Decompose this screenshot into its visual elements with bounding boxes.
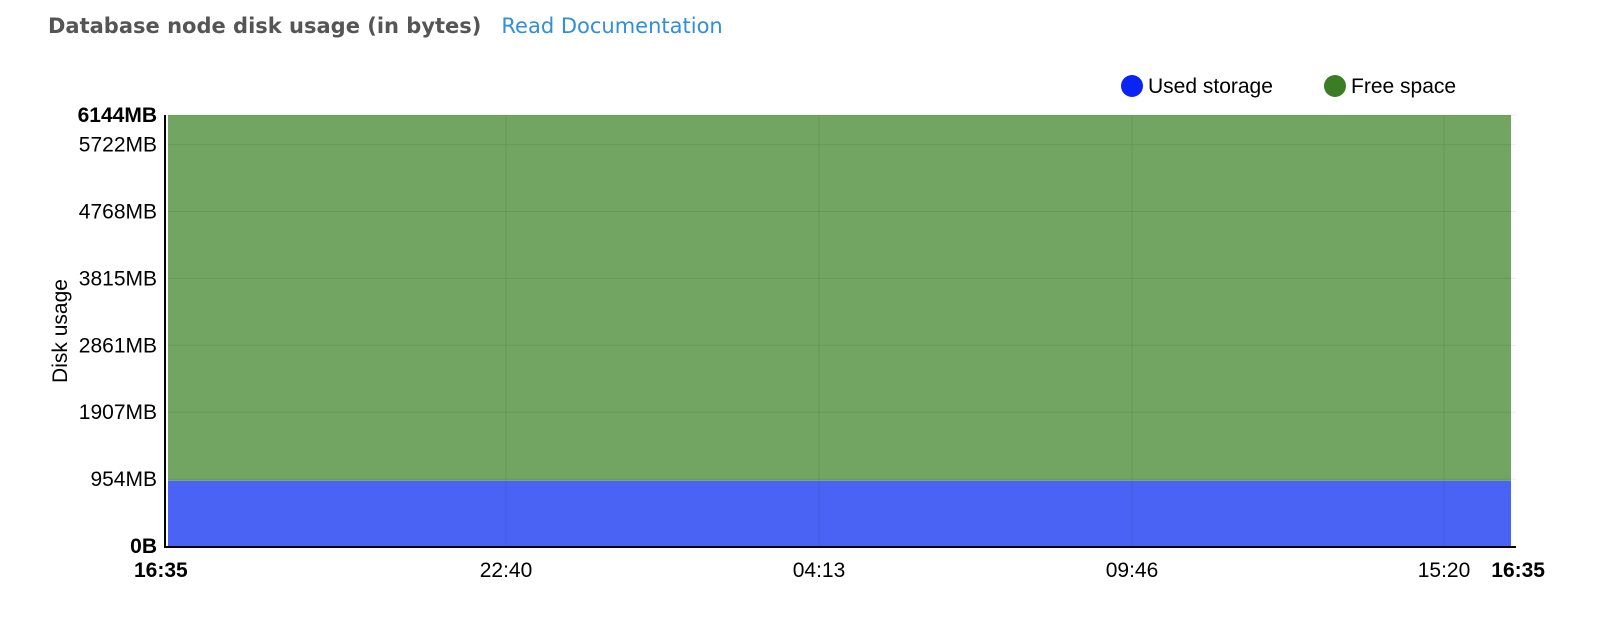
chart-header: Database node disk usage (in bytes) Read… — [48, 14, 723, 38]
legend-marker — [1121, 75, 1143, 97]
y-tick-label: 2861MB — [79, 334, 157, 357]
x-tick-label: 16:35 — [1491, 559, 1545, 582]
read-documentation-link[interactable]: Read Documentation — [501, 14, 723, 38]
x-tick-label: 04:13 — [793, 559, 846, 582]
y-tick-label: 0B — [130, 535, 157, 558]
y-axis-label: Disk usage — [49, 279, 72, 383]
used-storage-area — [168, 480, 1511, 546]
chart-title: Database node disk usage (in bytes) — [48, 14, 482, 38]
x-tick-label: 15:20 — [1418, 559, 1471, 582]
free-space-area — [168, 115, 1511, 481]
y-tick-label: 3815MB — [79, 267, 157, 290]
x-tick-label: 22:40 — [480, 559, 533, 582]
y-tick-label: 5722MB — [79, 134, 157, 157]
y-tick-label: 6144MB — [78, 104, 157, 127]
y-tick-label: 1907MB — [79, 401, 157, 424]
x-tick-label: 16:35 — [134, 559, 188, 582]
legend-label: Free space — [1351, 75, 1456, 98]
x-tick-label: 09:46 — [1106, 559, 1159, 582]
legend-label: Used storage — [1148, 75, 1273, 98]
y-tick-label: 4768MB — [79, 201, 157, 224]
y-tick-label: 954MB — [90, 468, 157, 491]
legend-marker — [1324, 75, 1346, 97]
